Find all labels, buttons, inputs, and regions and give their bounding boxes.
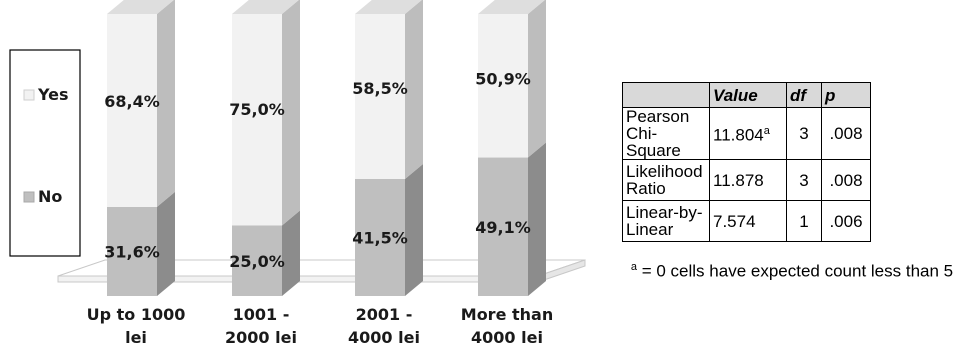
category-label-0: lei [125,328,147,347]
header-empty [622,82,710,108]
bar-yes-0 [107,14,157,207]
row-p: .008 [821,107,871,160]
row-label: Pearson Chi-Square [622,107,710,160]
stacked-bar-chart: 31,6% 68,4% 25,0% 75,0% 41,5% 58,5% 49,1% 50,9%… [9,0,586,347]
bar-yes-side-0 [157,0,175,207]
table-row: Linear-by-Linear 7.574 1 .006 [622,200,871,242]
header-df: df [786,82,822,108]
bar-yes-side-3 [528,0,546,158]
legend-label-no: No [38,187,62,206]
footnote-marker: a [630,261,637,273]
header-value: Value [709,82,787,108]
value-text: 11.878 [713,170,764,190]
footnote-text: = 0 cells have expected count less than … [637,261,954,281]
bar-no-1 [232,225,282,296]
row-value: 7.574 [709,200,787,242]
category-label-3: 4000 lei [471,328,543,347]
value-text: 7.574 [713,211,756,231]
legend-box [9,49,81,257]
bar-no-3 [478,157,528,296]
chi-square-table: Value df p Pearson Chi-Square 11.804a 3 … [622,82,871,242]
category-label-2: 4000 lei [348,328,420,347]
bar-no-side-0 [157,191,175,296]
bar-no-0 [107,206,157,296]
data-labels: 31,6% 68,4% 25,0% 75,0% 41,5% 58,5% 49,1% 50,9% [104,70,531,271]
category-label-3: More than [461,305,553,324]
label-yes-1: 75,0% [229,100,285,119]
category-labels: Up to 1000 lei 1001 - 2000 lei 2001 - 4000 le… [87,305,554,347]
category-label-1: 1001 - [233,305,290,324]
legend-label-yes: Yes [37,85,69,104]
label-yes-0: 68,4% [104,92,160,111]
label-yes-3: 50,9% [475,70,531,89]
bar-top-0 [107,0,174,14]
bar-yes-3 [478,14,528,158]
bar-no-side-2 [405,163,423,296]
bar-yes-2 [355,14,405,179]
category-label-2: 2001 - [356,305,413,324]
bar-yes-1 [232,14,282,226]
bar-no-side-1 [282,210,300,296]
table-row: Likelihood Ratio 11.878 3 .008 [622,159,871,201]
header-p: p [821,82,871,108]
bar-top-1 [232,0,299,14]
row-label: Likelihood Ratio [622,159,710,201]
row-df: 3 [786,159,822,201]
row-label: Linear-by-Linear [622,200,710,242]
bar-yes-side-1 [282,0,300,226]
row-df: 1 [786,200,822,242]
legend-swatch-no [23,191,35,203]
bar-top-2 [355,0,422,14]
table-footnote: a = 0 cells have expected count less tha… [610,256,974,283]
table-row: Pearson Chi-Square 11.804a 3 .008 [622,107,871,160]
label-no-3: 49,1% [475,218,531,237]
row-p: .006 [821,200,871,242]
category-label-0: Up to 1000 [87,305,186,324]
label-no-1: 25,0% [229,252,285,271]
legend-swatch-yes [23,89,35,101]
value-text: 11.804 [713,125,764,145]
table-header-row: Value df p [622,82,871,108]
bar-top-3 [478,0,545,14]
row-df: 3 [786,107,822,160]
legend: Yes No [9,49,81,257]
bars [107,0,546,296]
row-value: 11.878 [709,159,787,201]
label-no-0: 31,6% [104,242,160,261]
label-no-2: 41,5% [352,228,408,247]
bar-no-side-3 [528,142,546,296]
category-label-1: 2000 lei [225,328,297,347]
footnote-marker: a [763,125,770,138]
bar-no-2 [355,178,405,296]
label-yes-2: 58,5% [352,79,408,98]
row-value: 11.804a [709,107,787,160]
row-p: .008 [821,159,871,201]
bar-yes-side-2 [405,0,423,179]
